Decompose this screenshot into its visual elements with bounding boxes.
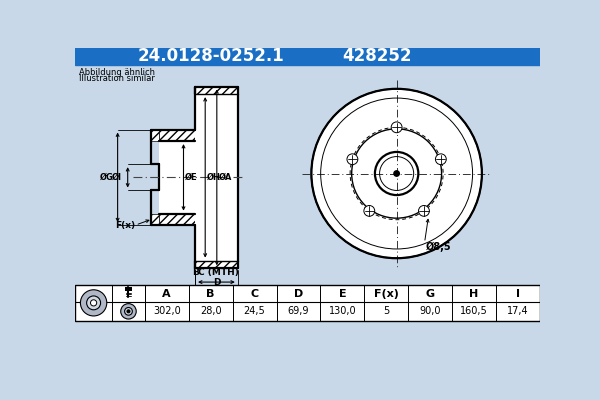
Text: 24,5: 24,5 (244, 306, 265, 316)
Circle shape (364, 206, 375, 216)
Text: G: G (425, 289, 435, 299)
Text: ØG: ØG (100, 173, 114, 182)
Text: D: D (212, 278, 220, 287)
Bar (75, 285, 540, 320)
Bar (75, 65, 540, 284)
Text: 130,0: 130,0 (329, 306, 356, 316)
Text: 24.0128-0252.1: 24.0128-0252.1 (137, 48, 284, 66)
Text: H: H (470, 289, 479, 299)
Text: ØA: ØA (218, 173, 232, 182)
Circle shape (394, 171, 400, 176)
Text: C (MTH): C (MTH) (198, 268, 239, 278)
Bar (125, 288, 131, 290)
Circle shape (127, 310, 130, 313)
Text: B: B (191, 268, 199, 278)
Text: 28,0: 28,0 (200, 306, 221, 316)
Circle shape (125, 308, 133, 315)
Text: 428252: 428252 (343, 48, 412, 66)
Text: D: D (294, 289, 303, 299)
Circle shape (436, 154, 446, 165)
Bar (151, 164, 158, 190)
Text: 160,5: 160,5 (460, 306, 488, 316)
Text: 302,0: 302,0 (153, 306, 181, 316)
Circle shape (311, 89, 482, 258)
Bar (195, 86, 238, 94)
Text: I: I (516, 289, 520, 299)
Text: 17,4: 17,4 (507, 306, 529, 316)
Text: E: E (338, 289, 346, 299)
Bar (158, 214, 195, 225)
Text: ØH: ØH (207, 173, 221, 182)
Text: F(x): F(x) (115, 221, 136, 230)
Text: 69,9: 69,9 (288, 306, 309, 316)
Circle shape (347, 154, 358, 165)
Text: 90,0: 90,0 (419, 306, 441, 316)
Circle shape (86, 296, 101, 310)
Bar (195, 260, 238, 268)
Text: C: C (250, 289, 259, 299)
Text: 5: 5 (383, 306, 389, 316)
Bar (158, 130, 195, 141)
Text: Abbildung ähnlich: Abbildung ähnlich (79, 68, 155, 77)
Bar (151, 214, 158, 225)
Circle shape (419, 206, 430, 216)
Text: Ø8,5: Ø8,5 (426, 241, 452, 252)
Text: Illustration similar: Illustration similar (79, 74, 155, 83)
Bar (195, 94, 238, 260)
Circle shape (121, 304, 136, 319)
Circle shape (80, 290, 107, 316)
Circle shape (91, 300, 97, 306)
Bar (158, 141, 195, 214)
Text: ØE: ØE (185, 173, 197, 182)
Bar (151, 130, 158, 141)
Circle shape (391, 122, 402, 133)
Text: F(x): F(x) (374, 289, 399, 299)
Text: A: A (163, 289, 171, 299)
Text: B: B (206, 289, 215, 299)
Bar (75, 48, 540, 65)
Text: ØI: ØI (112, 173, 122, 182)
